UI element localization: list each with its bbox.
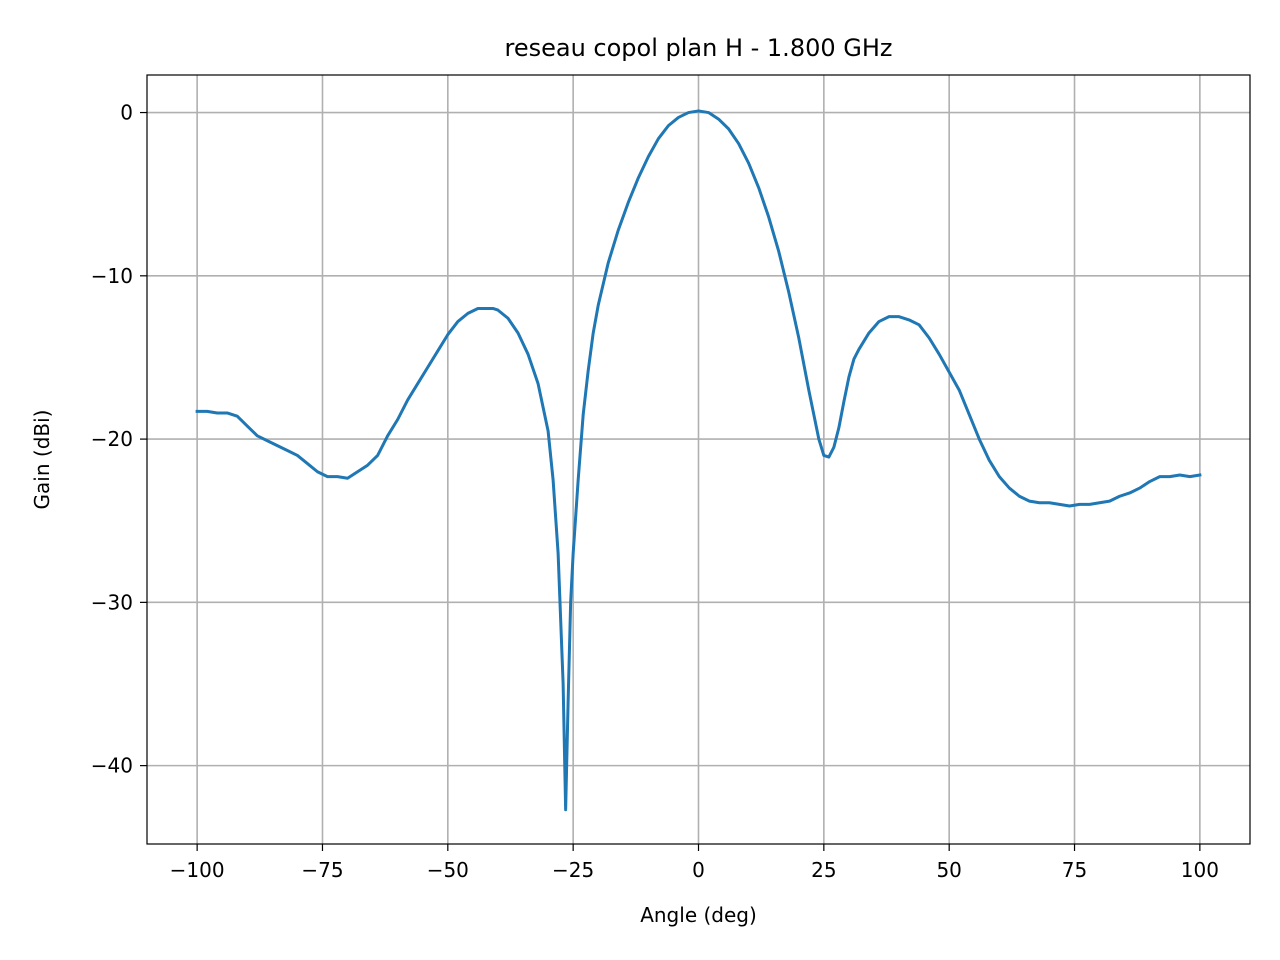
y-tick-label: 0 (120, 101, 133, 125)
x-tick-label: 100 (1181, 858, 1219, 882)
x-tick-label: 75 (1062, 858, 1087, 882)
y-tick-label: −30 (91, 590, 133, 614)
x-tick-label: 0 (692, 858, 705, 882)
x-tick-label: 25 (811, 858, 836, 882)
x-tick-label: −75 (301, 858, 343, 882)
series-layer (195, 109, 1202, 812)
grid (147, 75, 1250, 844)
gain-series-line (195, 109, 1202, 812)
x-tick-label: 50 (936, 858, 961, 882)
x-axis-label: Angle (deg) (640, 903, 757, 927)
chart-title: reseau copol plan H - 1.800 GHz (504, 34, 892, 62)
y-axis-label: Gain (dBi) (30, 410, 54, 510)
x-tick-label: −50 (427, 858, 469, 882)
y-tick-label: −40 (91, 754, 133, 778)
x-tick-label: −25 (552, 858, 594, 882)
ticks: −100 −75 −50 −25 0 25 50 75 100 0 −10 −20 −30 −40 (91, 101, 1219, 882)
y-tick-label: −10 (91, 264, 133, 288)
y-tick-label: −20 (91, 427, 133, 451)
x-tick-label: −100 (170, 858, 225, 882)
